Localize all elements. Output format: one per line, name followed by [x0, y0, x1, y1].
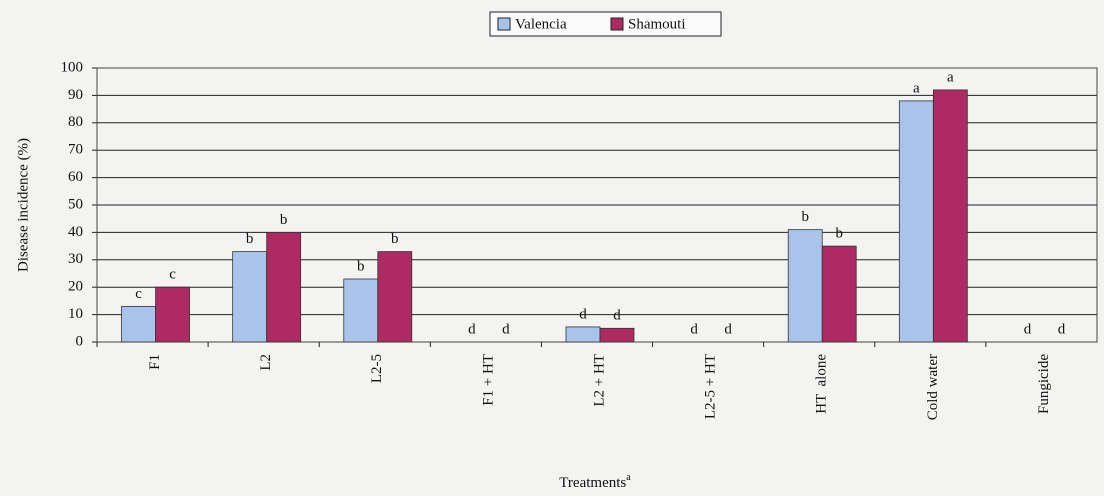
significance-letter: d [1058, 321, 1066, 337]
significance-letter: c [135, 286, 142, 302]
bar [932, 89, 968, 343]
y-tick-label: 90 [68, 87, 83, 103]
bar [565, 326, 601, 343]
bar [821, 245, 857, 343]
significance-letter: d [502, 321, 510, 337]
x-tick-label: F1 [147, 354, 163, 370]
significance-letter: b [391, 231, 399, 247]
bar [343, 278, 379, 343]
significance-letter: b [835, 226, 843, 242]
bar [377, 251, 413, 343]
y-tick-label: 80 [68, 114, 83, 130]
significance-letter: a [947, 69, 954, 85]
y-tick-label: 30 [68, 251, 83, 267]
significance-letter: a [913, 80, 920, 96]
x-tick-label: L2-5 + HT [703, 354, 719, 419]
x-tick-label: Fungicide [1036, 354, 1052, 414]
y-tick-label: 40 [68, 224, 83, 240]
legend-frame [489, 11, 722, 37]
x-tick-label: L2 [258, 354, 274, 371]
significance-letter: d [724, 321, 732, 337]
legend-swatch [497, 17, 511, 31]
y-tick-label: 100 [61, 59, 84, 75]
x-axis-label: Treatmentsa [559, 472, 631, 491]
y-tick-label: 60 [68, 169, 83, 185]
legend: Valencia Shamouti [489, 11, 722, 37]
legend-label: Valencia [515, 16, 567, 32]
significance-letter: d [468, 321, 476, 337]
significance-letter: c [169, 267, 176, 283]
x-tick-label: L2 + HT [591, 354, 607, 407]
significance-letter: d [613, 308, 621, 324]
bar [898, 100, 934, 343]
x-tick-label: L2-5 [369, 354, 385, 383]
x-axis-label-superscript: a [626, 472, 631, 483]
bar [599, 327, 635, 343]
significance-letter: d [690, 321, 698, 337]
legend-swatch [610, 17, 624, 31]
x-tick-label: HT alone [814, 354, 830, 414]
bar [121, 305, 156, 343]
y-axis-label: Disease incidence (%) [15, 138, 31, 272]
x-tick-label: F1 + HT [480, 354, 496, 406]
significance-letter: b [357, 258, 365, 274]
significance-letter: b [246, 231, 254, 247]
y-tick-label: 70 [68, 142, 83, 158]
significance-letter: b [280, 212, 288, 228]
bar [787, 229, 823, 343]
legend-label: Shamouti [628, 16, 686, 32]
x-axis-label-text: Treatments [559, 475, 626, 491]
y-tick-label: 50 [68, 196, 83, 212]
bar [155, 286, 190, 343]
bar [232, 251, 268, 343]
bar [266, 231, 302, 343]
y-tick-label: 20 [68, 279, 83, 295]
significance-letter: b [801, 209, 809, 225]
x-tick-label: Cold water [925, 354, 941, 420]
y-tick-label: 10 [68, 306, 83, 322]
significance-letter: d [579, 306, 587, 322]
y-tick-label: 0 [76, 333, 84, 349]
significance-letter: d [1024, 321, 1032, 337]
